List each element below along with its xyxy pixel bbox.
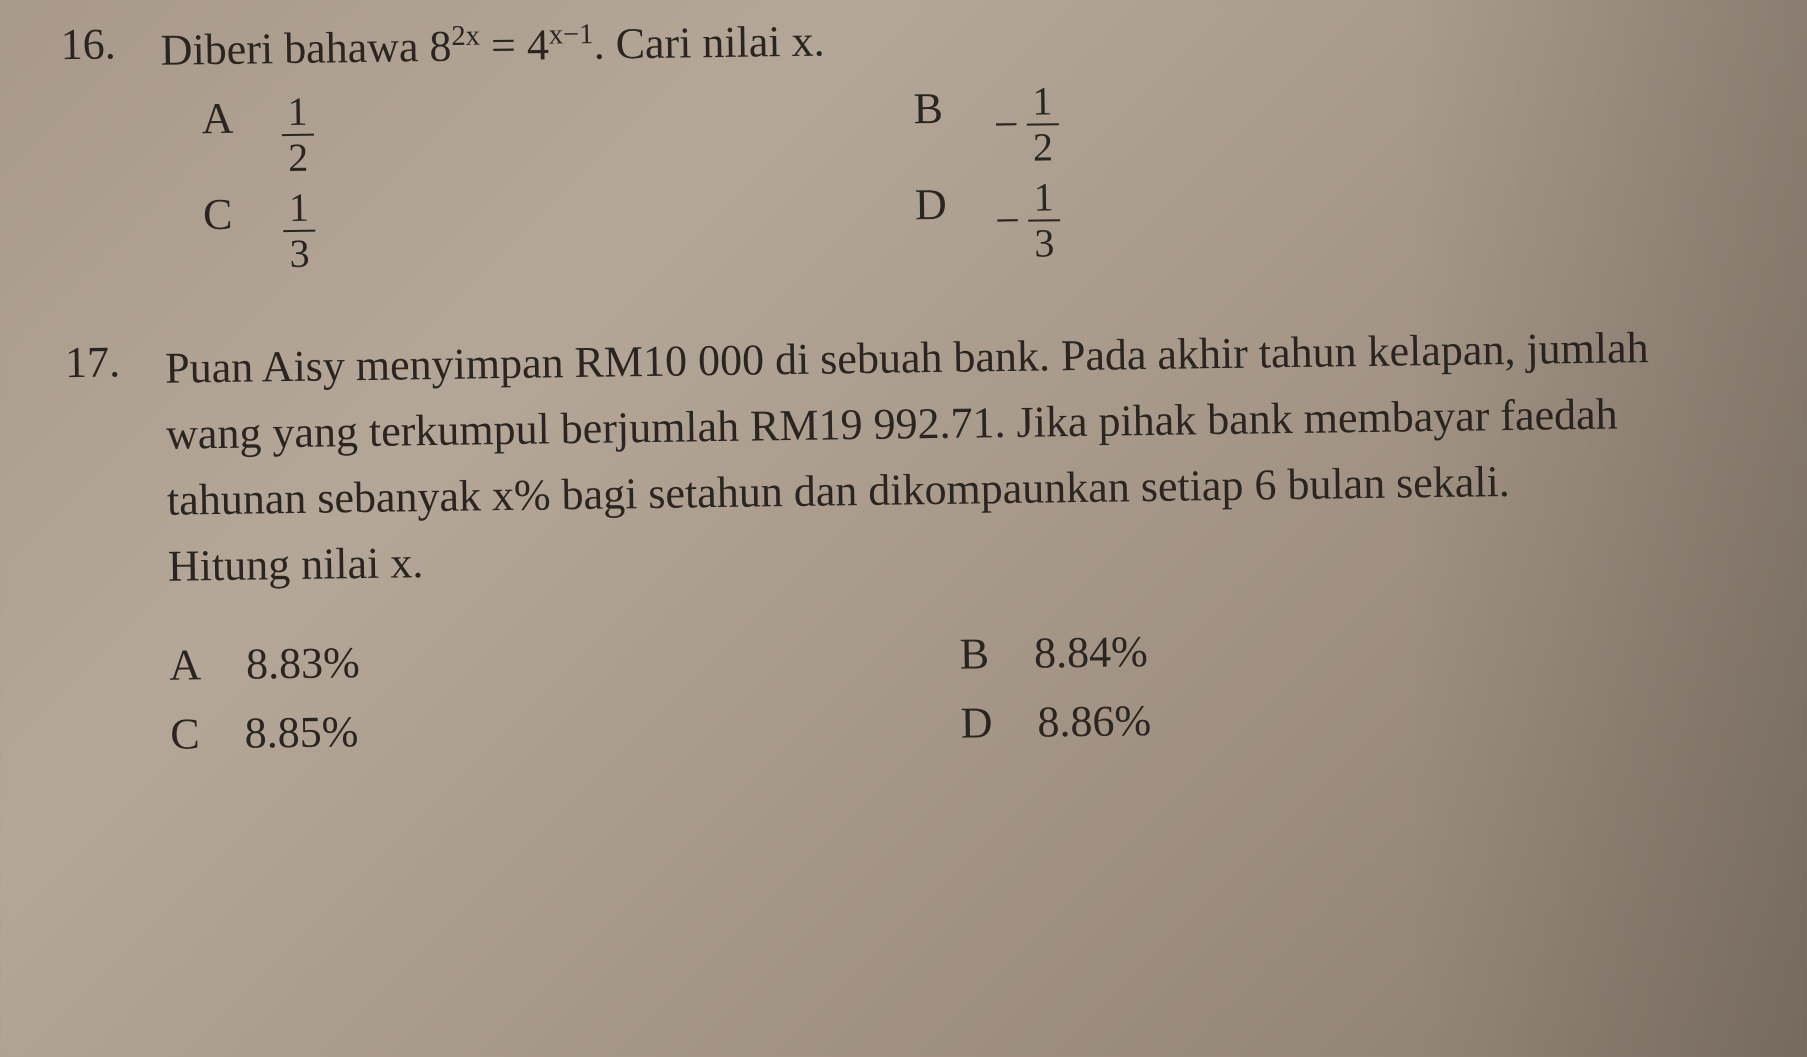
option-17-b: B 8.84% <box>959 626 1150 680</box>
question-16: 16. Diberi bahawa 82x = 4x−1. Cari nilai… <box>60 0 1750 277</box>
fraction-den: 2 <box>282 134 315 178</box>
eq-lhs-base: 8 <box>429 22 452 71</box>
question-17-stem: Puan Aisy menyimpan RM10 000 di sebuah b… <box>165 314 1756 600</box>
option-17-a: A 8.83% <box>169 637 360 691</box>
option-label: A <box>201 93 242 145</box>
eq-sign: = <box>480 21 528 71</box>
fraction-num: 1 <box>1026 81 1059 123</box>
option-label: B <box>959 628 989 679</box>
option-label: C <box>203 189 244 241</box>
fraction-den: 2 <box>1027 123 1060 167</box>
fraction: 1 2 <box>281 92 314 178</box>
option-value: 8.85% <box>244 706 358 759</box>
eq-lhs-exp: 2x <box>451 21 480 52</box>
fraction: 1 3 <box>1027 177 1060 263</box>
question-17-options: A 8.83% C 8.85% B 8.84% <box>169 618 1758 760</box>
question-17: 17. Puan Aisy menyimpan RM10 000 di sebu… <box>65 314 1758 762</box>
exam-page: 16. Diberi bahawa 82x = 4x−1. Cari nilai… <box>0 0 1807 1057</box>
option-value: 8.83% <box>246 637 360 690</box>
fraction-num: 1 <box>281 92 314 134</box>
fraction-num: 1 <box>283 188 316 230</box>
question-number-16: 16. <box>60 18 161 70</box>
option-17-c: C 8.85% <box>170 706 361 760</box>
option-17-d: D 8.86% <box>960 695 1151 749</box>
question-16-options: A 1 2 C 1 <box>201 72 1750 276</box>
fraction: 1 3 <box>283 188 316 274</box>
option-16-c: C 1 3 <box>203 188 316 276</box>
neg-sign: − <box>994 103 1019 147</box>
neg-sign: − <box>995 199 1020 243</box>
option-16-d: D − 1 3 <box>915 177 1061 265</box>
option-label: A <box>169 639 201 690</box>
eq-rhs-exp: x−1 <box>549 19 594 51</box>
stem-suffix: . Cari nilai x. <box>593 16 825 68</box>
option-label: C <box>170 708 200 759</box>
fraction-num: 1 <box>1027 177 1060 219</box>
option-value: 8.84% <box>1034 626 1148 679</box>
option-label: D <box>915 179 956 231</box>
question-16-stem: Diberi bahawa 82x = 4x−1. Cari nilai x. <box>160 0 1748 84</box>
eq-rhs-base: 4 <box>527 20 550 69</box>
fraction: 1 2 <box>1026 81 1059 167</box>
stem-prefix: Diberi bahawa <box>160 22 429 75</box>
option-16-b: B − 1 2 <box>913 81 1059 169</box>
option-16-a: A 1 2 <box>201 92 314 180</box>
fraction-den: 3 <box>283 230 316 274</box>
question-number-17: 17. <box>65 336 166 388</box>
option-value: 8.86% <box>1037 695 1151 748</box>
option-label: D <box>960 697 992 748</box>
fraction-den: 3 <box>1028 219 1061 263</box>
option-label: B <box>913 83 954 135</box>
